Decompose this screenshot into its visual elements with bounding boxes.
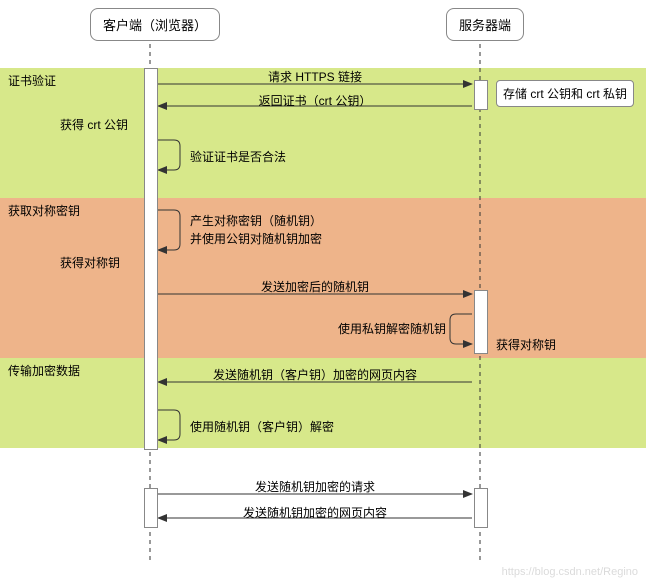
note-client-get-pub: 获得 crt 公钥 [60,116,128,133]
msg-send-enc-resp: 发送随机钥加密的网页内容 [160,504,470,521]
msg-gen-key-2: 并使用公钥对随机钥加密 [190,230,322,247]
activation-server-2 [474,290,488,354]
msg-decrypt-page: 使用随机钥（客户钥）解密 [190,418,334,435]
activation-client-bottom [144,488,158,528]
msg-send-enc-req: 发送随机钥加密的请求 [160,478,470,495]
note-server-store: 存储 crt 公钥和 crt 私钥 [496,80,634,107]
watermark: https://blog.csdn.net/Regino [502,566,638,578]
note-server-store-text: 存储 crt 公钥和 crt 私钥 [503,87,627,101]
participant-client-label: 客户端（浏览器） [103,18,207,33]
activation-server-bottom [474,488,488,528]
activation-server-1 [474,80,488,110]
activation-client-main [144,68,158,450]
participant-client: 客户端（浏览器） [90,8,220,41]
msg-request-https: 请求 HTTPS 链接 [160,68,470,85]
msg-verify-cert: 验证证书是否合法 [190,148,286,165]
msg-gen-key-1: 产生对称密钥（随机钥） [190,212,322,229]
msg-send-enc-page: 发送随机钥（客户钥）加密的网页内容 [160,366,470,383]
msg-send-enc-key: 发送加密后的随机钥 [160,278,470,295]
note-server-get-sym: 获得对称钥 [496,336,556,353]
participant-server-label: 服务器端 [459,18,511,33]
participant-server: 服务器端 [446,8,524,41]
msg-decrypt-key: 使用私钥解密随机钥 [330,320,446,337]
note-client-get-sym: 获得对称钥 [60,254,120,271]
msg-return-cert: 返回证书（crt 公钥） [160,92,470,109]
